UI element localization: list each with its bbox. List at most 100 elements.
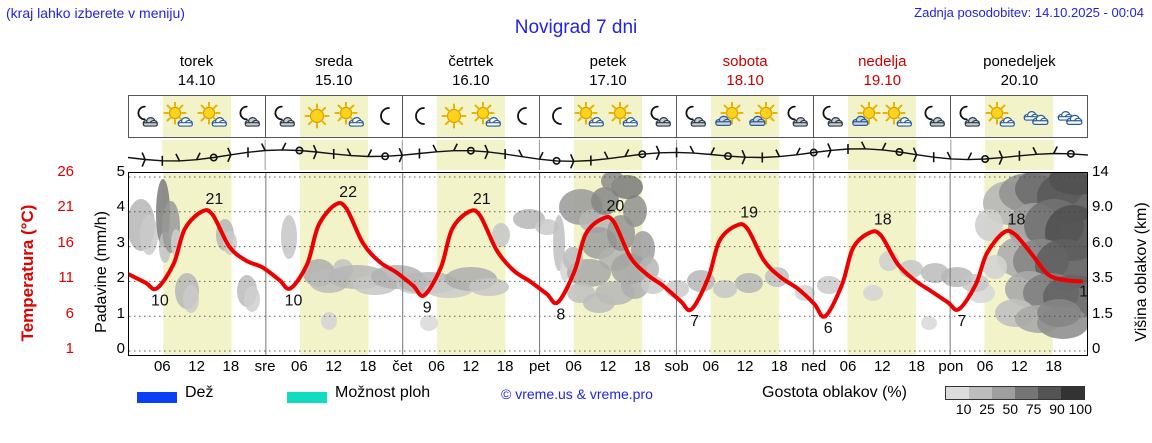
moon-cloud-icon xyxy=(266,96,300,137)
day-header-sreda: sreda 15.10 xyxy=(265,52,402,92)
svg-text:10: 10 xyxy=(151,292,169,309)
weather-icon-day-2 xyxy=(266,96,403,137)
x-tick-label: 12 xyxy=(873,358,891,375)
day-header-četrtek: četrtek 16.10 xyxy=(402,52,539,92)
last-update-label: Zadnja posodobitev: 14.10.2025 - 00:04 xyxy=(914,5,1144,20)
weather-icon-day-7 xyxy=(951,96,1087,137)
sun-icon xyxy=(437,96,471,137)
x-tick-label: 12 xyxy=(599,358,617,375)
weather-icon-day-5 xyxy=(677,96,814,137)
weather-icon-day-1 xyxy=(129,96,266,137)
day-date: 20.10 xyxy=(1000,72,1039,89)
svg-text:21: 21 xyxy=(206,191,224,208)
sun-cloud-icon xyxy=(985,96,1019,137)
svg-text:10: 10 xyxy=(285,292,303,309)
temperature-tick: 21 xyxy=(57,198,74,216)
cloud-density-tick: 50 xyxy=(1002,401,1019,417)
svg-text:18: 18 xyxy=(874,212,892,229)
day-name: ponedeljek xyxy=(983,53,1056,70)
temperature-tick: 1 xyxy=(65,340,74,357)
sun-cloud-icon xyxy=(471,96,505,137)
sun-cloud-icon xyxy=(882,96,916,137)
page-title: Novigrad 7 dni xyxy=(514,17,638,38)
x-tick-label: sob xyxy=(664,358,689,375)
day-date: 14.10 xyxy=(177,72,216,89)
weather-icon-day-3 xyxy=(403,96,540,137)
cloud-density-swatch-100 xyxy=(1061,387,1084,399)
temperature-tick: 16 xyxy=(57,233,74,251)
svg-text:7: 7 xyxy=(690,313,699,330)
cloud-icon xyxy=(1053,96,1087,137)
cloud-density-tick: 75 xyxy=(1025,401,1042,417)
weather-icon-day-4 xyxy=(540,96,677,137)
moon-icon xyxy=(368,96,402,137)
svg-text:8: 8 xyxy=(556,306,565,323)
moon-cloud-icon xyxy=(129,96,163,137)
location-menu-note: (kraj lahko izberete v meniju) xyxy=(6,5,185,21)
day-name: torek xyxy=(179,53,214,70)
x-tick-label: 18 xyxy=(633,358,651,375)
sun-cloud-icon xyxy=(197,96,231,137)
x-tick-label: 06 xyxy=(565,358,583,375)
cloud-height-tick: 14 xyxy=(1092,163,1109,180)
day-date: 16.10 xyxy=(452,72,490,89)
x-tick-label: 12 xyxy=(736,358,754,375)
cloud-density-swatch-25 xyxy=(969,387,992,399)
x-tick-label: 18 xyxy=(496,358,514,375)
cloud-icon xyxy=(1019,96,1053,137)
day-header-petek: petek 17.10 xyxy=(539,52,676,92)
x-tick-label: ned xyxy=(801,358,827,375)
day-date: 15.10 xyxy=(314,72,353,89)
cloud-density-legend-label: Gostota oblakov (%) xyxy=(762,384,907,401)
x-tick-label: 18 xyxy=(1045,358,1063,375)
day-header-nedelja: nedelja 19.10 xyxy=(814,52,951,92)
x-tick-label: 06 xyxy=(702,358,720,375)
moon-cloud-icon xyxy=(814,96,848,137)
svg-text:11: 11 xyxy=(1079,283,1087,300)
rain-legend-label: Dež xyxy=(185,384,214,401)
x-tick-label: 06 xyxy=(291,358,308,375)
day-header-sobota: sobota 18.10 xyxy=(677,52,814,92)
cloud-density-color-scale xyxy=(945,386,1085,400)
x-tick-label: 18 xyxy=(771,358,788,375)
x-tick-label: 18 xyxy=(908,358,925,375)
cloud-height-axis-ticks: 14 9.0 6.0 3.5 1.5 0 xyxy=(1092,163,1126,363)
temperature-tick: 26 xyxy=(57,163,74,180)
precipitation-tick: 3 xyxy=(116,233,125,251)
x-axis-tick-labels: 06 12 18 sre 06 12 18 čet 06 12 18 pet 06 12 18 sob 06 12… xyxy=(128,358,1088,380)
cloud-density-swatch-90 xyxy=(1038,387,1061,399)
precipitation-tick: 5 xyxy=(116,163,125,180)
sun-cloud-icon xyxy=(608,96,642,137)
day-header-ponedeljek: ponedeljek 20.10 xyxy=(951,52,1088,92)
sun-cloud-icon xyxy=(574,96,608,137)
cloud-height-tick: 9.0 xyxy=(1092,198,1113,216)
precipitation-tick: 4 xyxy=(116,198,125,216)
x-tick-label: 12 xyxy=(1011,358,1028,375)
x-tick-label: 12 xyxy=(188,358,205,375)
x-tick-label: 12 xyxy=(325,358,343,375)
cloud-density-swatch-10 xyxy=(946,387,969,399)
cloud-density-swatch-75 xyxy=(1015,387,1038,399)
moon-icon xyxy=(403,96,437,137)
weather-icon-day-6 xyxy=(814,96,951,137)
day-header-torek: torek 14.10 xyxy=(128,52,265,92)
x-tick-label: pet xyxy=(528,358,550,375)
day-name: nedelja xyxy=(858,53,907,70)
day-date: 18.10 xyxy=(726,72,764,89)
x-tick-label: 06 xyxy=(976,358,994,375)
cloud-density-tick: 25 xyxy=(979,401,995,417)
showers-legend-swatch xyxy=(287,392,327,403)
cloud-sun-icon xyxy=(711,96,745,137)
precipitation-axis-ticks: 5 4 3 2 1 0 xyxy=(99,163,125,363)
forecast-plot: 10 21 10 22 9 21 8 20 7 19 6 18 7 18 11 xyxy=(128,172,1088,356)
day-name: sreda xyxy=(314,53,353,70)
day-name: sobota xyxy=(722,53,768,70)
showers-legend-label: Možnost ploh xyxy=(335,384,431,401)
temperature-tick: 11 xyxy=(58,269,74,287)
day-date: 19.10 xyxy=(863,72,902,89)
cloud-height-tick: 3.5 xyxy=(1092,269,1113,287)
cloud-density-scale-ticks: 10 25 50 75 90 100 xyxy=(938,401,1098,419)
x-tick-label: 06 xyxy=(428,358,445,375)
svg-text:22: 22 xyxy=(339,184,357,201)
copyright-link[interactable]: © vreme.us & vreme.pro xyxy=(501,386,653,402)
